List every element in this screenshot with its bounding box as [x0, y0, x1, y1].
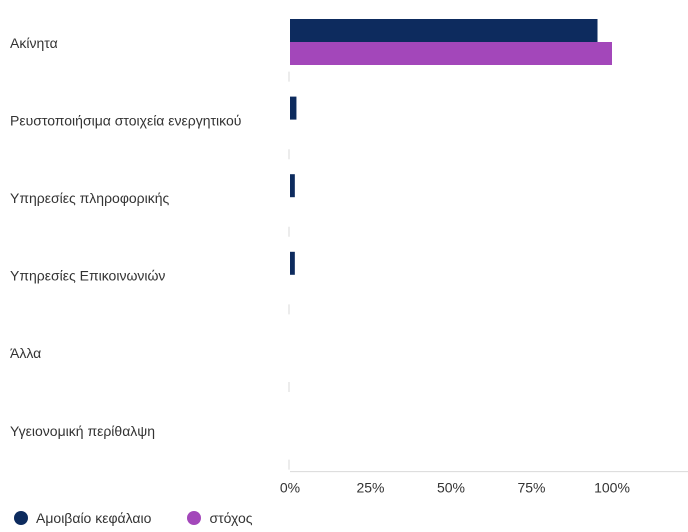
bar-target[interactable] [290, 42, 612, 65]
bars [290, 19, 612, 275]
category-label: Υπηρεσίες Επικοινωνιών [10, 268, 165, 284]
legend-marker-fund [14, 511, 28, 525]
category-label: Υγειονομική περίθαλψη [10, 423, 155, 439]
category-label: Άλλα [10, 345, 41, 361]
legend: Αμοιβαίο κεφάλαιο στόχος [14, 510, 289, 526]
x-tick-label: 100% [594, 480, 630, 496]
x-tick-label: 25% [356, 480, 384, 496]
legend-label-fund: Αμοιβαίο κεφάλαιο [36, 510, 152, 526]
category-label: Υπηρεσίες πληροφορικής [10, 190, 170, 206]
bar-chart: Ακίνητα Ρευστοποιήσιμα στοιχεία ενεργητικ… [10, 19, 688, 496]
x-tick-label: 0% [280, 480, 300, 496]
category-label: Ακίνητα [10, 35, 58, 51]
category-labels: Ακίνητα Ρευστοποιήσιμα στοιχεία ενεργητικ… [10, 35, 241, 439]
x-tick-label: 50% [437, 480, 465, 496]
bar-fund[interactable] [290, 174, 295, 198]
bar-fund[interactable] [290, 19, 598, 42]
bar-fund[interactable] [290, 96, 297, 120]
legend-marker-target [187, 511, 202, 525]
legend-item-target[interactable]: στόχος [187, 510, 253, 526]
legend-item-fund[interactable]: Αμοιβαίο κεφάλαιο [14, 510, 151, 526]
bar-fund[interactable] [290, 251, 295, 275]
tick-labels: 0% 25% 50% 75% 100% [280, 480, 630, 496]
x-tick-label: 75% [517, 480, 545, 496]
legend-label-target: στόχος [209, 510, 253, 526]
category-label: Ρευστοποιήσιμα στοιχεία ενεργητικού [10, 112, 241, 128]
axis [288, 71, 688, 473]
